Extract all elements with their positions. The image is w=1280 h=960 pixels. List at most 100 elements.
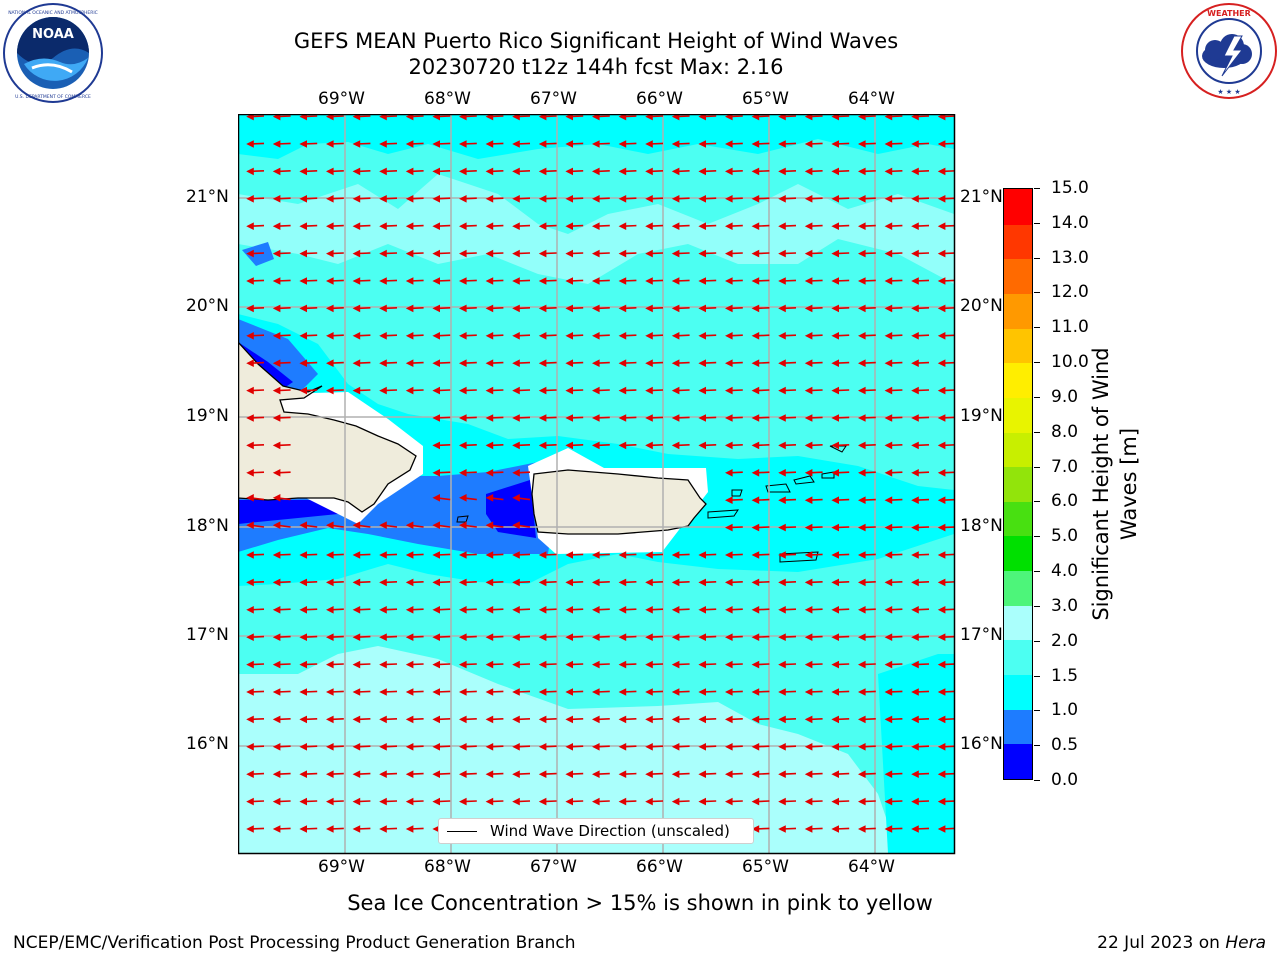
wave-direction-arrowhead [858,140,866,148]
wave-direction-arrowhead [299,578,307,587]
wave-direction-arrowhead [512,715,520,724]
colorbar-tick-mark [1034,327,1040,329]
wave-direction-arrowhead [565,332,573,340]
wave-direction-arrowhead [326,195,334,203]
wave-direction-arrowhead [804,825,813,833]
wave-direction-arrowhead [592,140,600,148]
wave-direction-arrowhead [804,222,813,230]
wave-direction-arrowhead [326,660,334,669]
wave-direction-arrowhead [459,167,467,176]
wave-direction-arrowhead [326,277,334,285]
wave-direction-arrowhead [565,660,573,669]
wave-direction-arrowhead [459,715,467,724]
wave-direction-arrowhead [326,688,334,696]
map-legend: Wind Wave Direction (unscaled) [438,818,754,844]
wave-direction-arrowhead [725,606,733,614]
wave-direction-arrowhead [911,140,919,148]
wave-direction-arrowhead [512,494,520,502]
wave-direction-arrowhead [432,386,440,395]
wave-direction-arrowhead [326,606,334,614]
wave-direction-arrowhead [671,688,680,696]
wave-direction-arrowhead [459,770,467,778]
wave-direction-arrowhead [379,743,387,751]
wave-direction-arrowhead [831,277,839,285]
wave-direction-arrowhead [299,249,307,258]
wave-direction-arrowhead [272,195,281,203]
wave-direction-arrowhead [698,222,706,230]
wave-direction-arrowhead [592,770,600,778]
lat-label-left-18n: 18°N [186,516,229,536]
wave-direction-arrowhead [831,304,839,313]
wave-direction-arrowhead [352,578,361,587]
wave-direction-arrowhead [751,332,760,340]
wave-direction-arrowhead [379,715,387,724]
wave-direction-arrowhead [432,743,440,751]
wave-direction-arrowhead [326,332,334,340]
wave-direction-arrowhead [432,494,440,502]
wave-direction-arrowhead [299,114,307,121]
wave-direction-arrowhead [911,469,919,477]
lat-label-left-19n: 19°N [186,406,229,426]
wave-direction-arrowhead [884,359,893,367]
wave-direction-arrowhead [299,715,307,724]
wave-direction-arrowhead [804,578,813,587]
wave-direction-arrowhead [379,578,387,587]
wave-direction-arrowhead [592,551,600,559]
wave-direction-arrowhead [804,359,813,367]
colorbar-tick-mark [1034,536,1040,538]
wave-direction-arrowhead [804,551,813,559]
wave-direction-arrowhead [379,140,387,148]
wave-direction-arrowhead [858,469,866,477]
wave-direction-arrowhead [538,414,547,422]
wave-direction-arrowhead [379,359,387,367]
wave-direction-arrowhead [405,660,414,669]
wave-direction-arrowhead [299,825,307,833]
wave-direction-arrowhead [858,277,866,285]
lat-label-right-18n: 18°N [960,516,1003,536]
wave-direction-arrowhead [911,359,919,367]
wave-direction-arrowhead [751,825,760,833]
colorbar-band [1004,605,1032,641]
wave-direction-arrowhead [911,633,919,641]
wave-direction-arrowhead [326,304,334,313]
wave-direction-arrowhead [565,277,573,285]
wave-direction-arrowhead [485,441,494,450]
wave-direction-arrowhead [565,743,573,751]
wave-direction-arrowhead [858,523,866,532]
wave-direction-arrowhead [698,578,706,587]
wave-direction-arrowhead [538,633,547,641]
wave-direction-arrowhead [778,469,786,477]
wave-direction-arrowhead [272,277,281,285]
wave-direction-arrowhead [379,797,387,806]
wave-direction-arrowhead [858,359,866,367]
wave-direction-arrowhead [432,715,440,724]
wave-direction-arrowhead [565,222,573,230]
wave-direction-arrowhead [538,277,547,285]
wave-direction-arrowhead [432,222,440,230]
wave-direction-arrowhead [751,140,760,148]
wave-direction-arrowhead [379,551,387,559]
wave-direction-arrowhead [565,715,573,724]
wave-direction-arrowhead [937,359,946,367]
wave-direction-arrowhead [352,633,361,641]
wave-direction-arrowhead [405,715,414,724]
wave-direction-arrowhead [379,195,387,203]
wave-direction-arrowhead [352,195,361,203]
wave-direction-arrowhead [299,688,307,696]
wave-direction-arrowhead [884,825,893,833]
svg-text:U.S. DEPARTMENT OF COMMERCE: U.S. DEPARTMENT OF COMMERCE [15,94,91,100]
wave-direction-arrowhead [858,167,866,176]
wave-direction-arrowhead [937,688,946,696]
wave-direction-arrowhead [246,195,254,203]
wave-direction-arrowhead [778,167,786,176]
colorbar-band [1004,501,1032,537]
wave-direction-arrowhead [911,551,919,559]
wave-direction-arrowhead [326,551,334,559]
wave-direction-arrowhead [246,606,254,614]
colorbar-tick-label: 9.0 [1051,386,1079,407]
wave-direction-arrowhead [884,304,893,313]
wave-direction-arrowhead [831,469,839,477]
wave-direction-arrowhead [299,222,307,230]
wave-direction-arrowhead [778,441,786,450]
wave-direction-arrowhead [592,332,600,340]
